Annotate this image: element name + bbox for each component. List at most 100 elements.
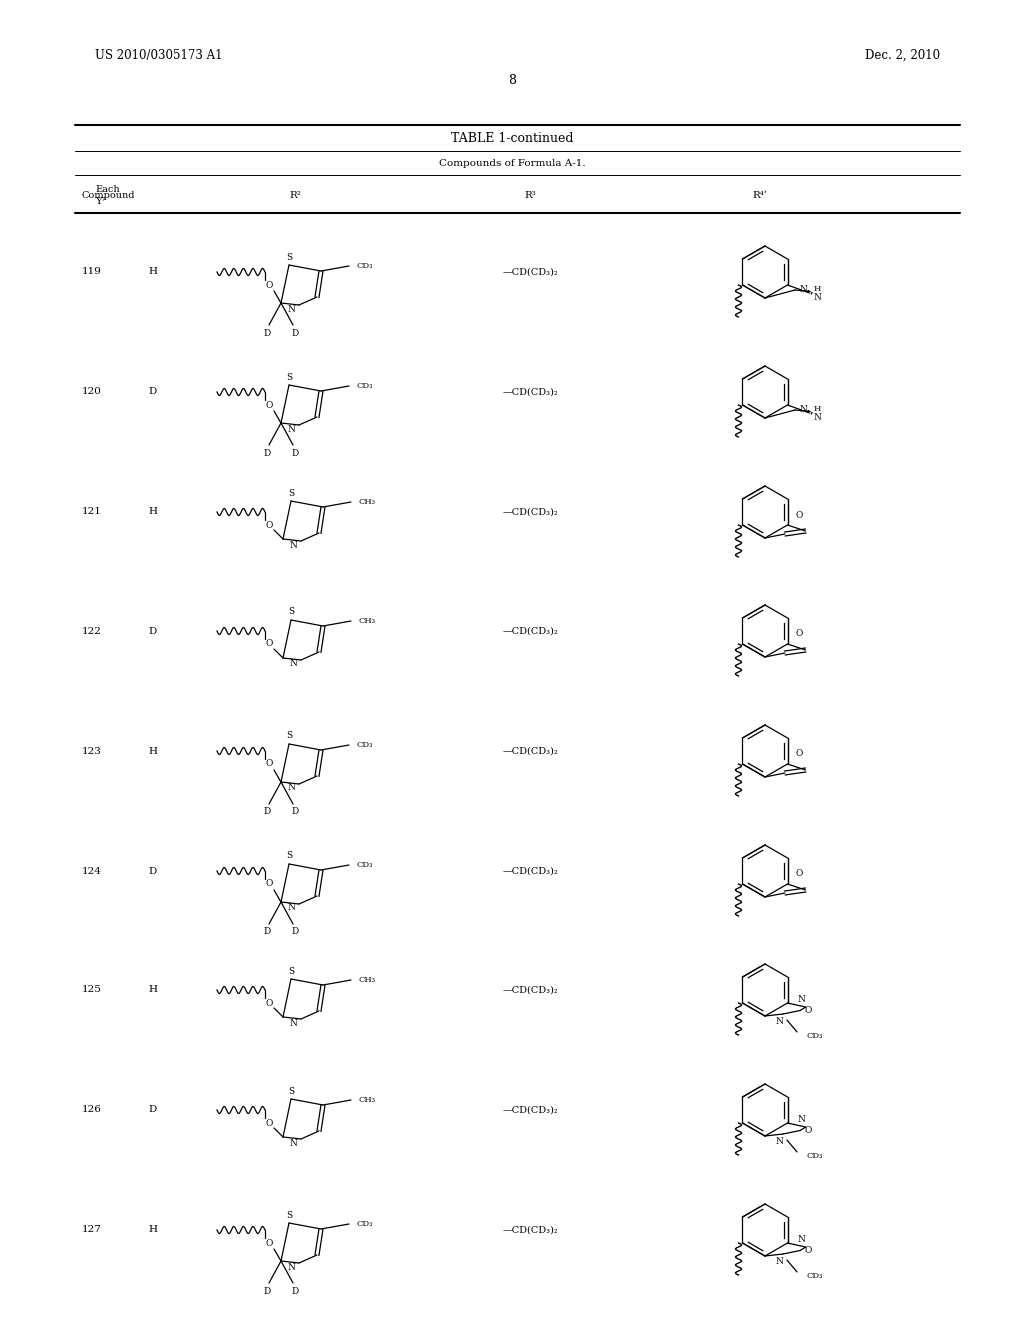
Text: Each: Each	[95, 185, 120, 194]
Text: D: D	[148, 1106, 157, 1114]
Text: H: H	[148, 747, 157, 755]
Text: N: N	[775, 1018, 783, 1027]
Text: —CD(CD₃)₂: —CD(CD₃)₂	[502, 986, 558, 994]
Text: Y⁷: Y⁷	[95, 197, 105, 206]
Text: N: N	[289, 1019, 297, 1027]
Text: H: H	[148, 507, 157, 516]
Text: O: O	[265, 281, 272, 289]
Text: H: H	[148, 986, 157, 994]
Text: N: N	[775, 1138, 783, 1147]
Text: N: N	[799, 285, 807, 294]
Text: S: S	[288, 607, 294, 616]
Text: CD₃: CD₃	[356, 381, 373, 389]
Text: O: O	[265, 759, 272, 768]
Text: N: N	[814, 413, 821, 422]
Text: O: O	[265, 520, 272, 529]
Text: N: N	[289, 660, 297, 668]
Text: CD₃: CD₃	[807, 1032, 823, 1040]
Text: S: S	[286, 252, 292, 261]
Text: O: O	[265, 879, 272, 888]
Text: S: S	[286, 851, 292, 861]
Text: CH₃: CH₃	[358, 616, 376, 624]
Text: N: N	[289, 1138, 297, 1147]
Text: CD₃: CD₃	[807, 1272, 823, 1280]
Text: O: O	[796, 870, 803, 879]
Text: S: S	[286, 372, 292, 381]
Text: D: D	[292, 808, 299, 817]
Text: O: O	[805, 1006, 812, 1015]
Text: O: O	[805, 1126, 812, 1135]
Text: N: N	[799, 405, 807, 414]
Text: CD₃: CD₃	[356, 741, 373, 748]
Text: D: D	[263, 928, 270, 936]
Text: 127: 127	[82, 1225, 101, 1234]
Text: CH₃: CH₃	[358, 1096, 376, 1104]
Text: CH₃: CH₃	[358, 975, 376, 983]
Text: 122: 122	[82, 627, 101, 635]
Text: CD₃: CD₃	[356, 1220, 373, 1228]
Text: R⁴ʹ: R⁴ʹ	[753, 190, 767, 199]
Text: N: N	[287, 1262, 295, 1271]
Text: D: D	[263, 808, 270, 817]
Text: S: S	[288, 966, 294, 975]
Text: O: O	[265, 998, 272, 1007]
Text: 124: 124	[82, 866, 101, 875]
Text: S: S	[286, 1210, 292, 1220]
Text: —CD(CD₃)₂: —CD(CD₃)₂	[502, 507, 558, 516]
Text: —CD(CD₃)₂: —CD(CD₃)₂	[502, 747, 558, 755]
Text: 125: 125	[82, 986, 101, 994]
Text: D: D	[263, 329, 270, 338]
Text: 126: 126	[82, 1106, 101, 1114]
Text: O: O	[796, 630, 803, 639]
Text: S: S	[288, 1086, 294, 1096]
Text: D: D	[263, 1287, 270, 1295]
Text: 123: 123	[82, 747, 101, 755]
Text: H: H	[814, 285, 821, 293]
Text: —CD(CD₃)₂: —CD(CD₃)₂	[502, 866, 558, 875]
Text: O: O	[796, 750, 803, 759]
Text: —CD(CD₃)₂: —CD(CD₃)₂	[502, 627, 558, 635]
Text: O: O	[796, 511, 803, 520]
Text: R³: R³	[524, 190, 536, 199]
Text: D: D	[292, 1287, 299, 1295]
Text: Dec. 2, 2010: Dec. 2, 2010	[865, 49, 940, 62]
Text: D: D	[292, 928, 299, 936]
Text: 120: 120	[82, 388, 101, 396]
Text: S: S	[288, 488, 294, 498]
Text: N: N	[287, 305, 295, 314]
Text: CD₃: CD₃	[356, 861, 373, 869]
Text: Compound: Compound	[82, 190, 135, 199]
Text: O: O	[265, 639, 272, 648]
Text: —CD(CD₃)₂: —CD(CD₃)₂	[502, 388, 558, 396]
Text: US 2010/0305173 A1: US 2010/0305173 A1	[95, 49, 222, 62]
Text: CD₃: CD₃	[807, 1152, 823, 1160]
Text: H: H	[148, 268, 157, 276]
Text: CH₃: CH₃	[358, 498, 376, 506]
Text: D: D	[148, 866, 157, 875]
Text: N: N	[814, 293, 821, 302]
Text: R²: R²	[289, 190, 301, 199]
Text: O: O	[265, 1118, 272, 1127]
Text: N: N	[798, 1234, 806, 1243]
Text: D: D	[148, 388, 157, 396]
Text: 8: 8	[508, 74, 516, 87]
Text: D: D	[292, 329, 299, 338]
Text: N: N	[775, 1258, 783, 1266]
Text: Compounds of Formula A-1.: Compounds of Formula A-1.	[438, 158, 586, 168]
Text: —CD(CD₃)₂: —CD(CD₃)₂	[502, 268, 558, 276]
Text: O: O	[265, 1238, 272, 1247]
Text: H: H	[814, 405, 821, 413]
Text: H: H	[148, 1225, 157, 1234]
Text: —CD(CD₃)₂: —CD(CD₃)₂	[502, 1225, 558, 1234]
Text: D: D	[148, 627, 157, 635]
Text: N: N	[289, 540, 297, 549]
Text: D: D	[263, 449, 270, 458]
Text: N: N	[287, 784, 295, 792]
Text: N: N	[287, 903, 295, 912]
Text: 121: 121	[82, 507, 101, 516]
Text: O: O	[265, 400, 272, 409]
Text: N: N	[798, 1114, 806, 1123]
Text: 119: 119	[82, 268, 101, 276]
Text: CD₃: CD₃	[356, 261, 373, 271]
Text: TABLE 1-continued: TABLE 1-continued	[451, 132, 573, 145]
